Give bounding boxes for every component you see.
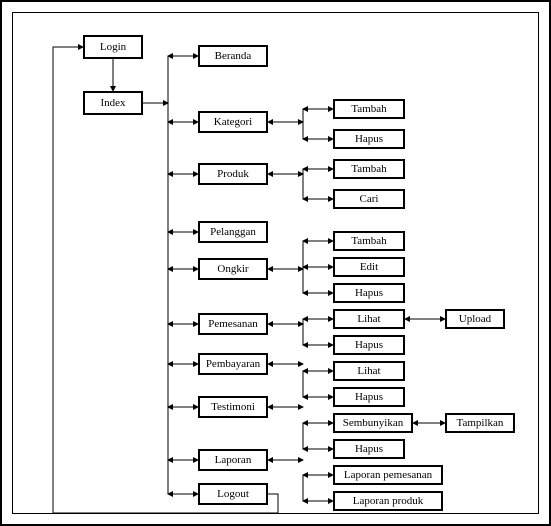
node-k_hapus: Hapus — [333, 129, 405, 149]
node-p_tambah: Tambah — [333, 159, 405, 179]
node-pelanggan: Pelanggan — [198, 221, 268, 243]
node-ongkir: Ongkir — [198, 258, 268, 280]
node-upload: Upload — [445, 309, 505, 329]
node-tampilkan: Tampilkan — [445, 413, 515, 433]
node-l_pem: Laporan pemesanan — [333, 465, 443, 485]
node-logout: Logout — [198, 483, 268, 505]
diagram-inner: Login Index Beranda Kategori Produk Pelanggan… — [12, 12, 539, 514]
node-t_semb: Sembunyikan — [333, 413, 413, 433]
node-pembayaran: Pembayaran — [198, 353, 268, 375]
node-produk: Produk — [198, 163, 268, 185]
node-laporan: Laporan — [198, 449, 268, 471]
edges-layer — [13, 13, 540, 515]
node-login: Login — [83, 35, 143, 59]
node-o_hapus: Hapus — [333, 283, 405, 303]
node-p_cari: Cari — [333, 189, 405, 209]
node-testimoni: Testimoni — [198, 396, 268, 418]
node-kategori: Kategori — [198, 111, 268, 133]
node-t_hapus: Hapus — [333, 439, 405, 459]
node-pm_lihat: Lihat — [333, 309, 405, 329]
node-pb_hapus: Hapus — [333, 387, 405, 407]
node-pm_hapus: Hapus — [333, 335, 405, 355]
node-pb_lihat: Lihat — [333, 361, 405, 381]
node-l_prod: Laporan produk — [333, 491, 443, 511]
node-o_tambah: Tambah — [333, 231, 405, 251]
node-index: Index — [83, 91, 143, 115]
node-pemesanan: Pemesanan — [198, 313, 268, 335]
node-o_edit: Edit — [333, 257, 405, 277]
node-k_tambah: Tambah — [333, 99, 405, 119]
diagram-frame: Login Index Beranda Kategori Produk Pelanggan… — [0, 0, 551, 526]
node-beranda: Beranda — [198, 45, 268, 67]
